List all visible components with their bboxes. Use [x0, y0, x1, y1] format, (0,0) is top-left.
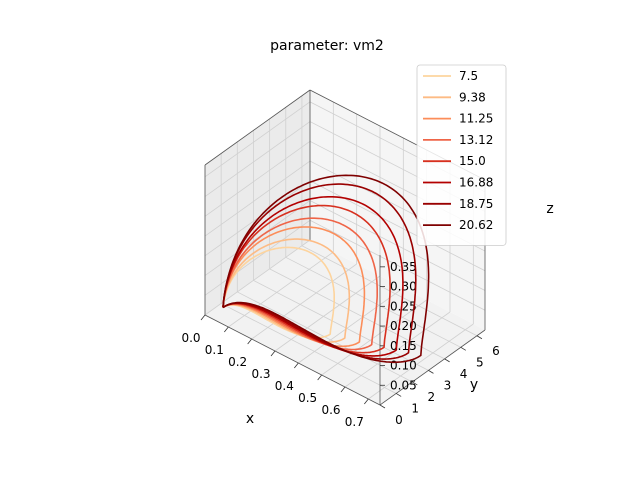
- x-tick-label: 0.7: [345, 415, 364, 429]
- legend-entry: 18.75: [459, 197, 493, 211]
- series-curves: [222, 174, 430, 364]
- grid-x-floor: [204, 239, 311, 316]
- y-tick-mark: [476, 335, 483, 340]
- y-tick-label: 6: [492, 344, 500, 358]
- x-tick-label: 0.0: [181, 331, 200, 345]
- y-tick-label: 3: [444, 378, 452, 392]
- legend-entry: 9.38: [459, 90, 486, 104]
- legend: 7.5 9.38 11.25 13.12 15.0 16.88 18.75 20.62: [416, 64, 507, 246]
- grid-z-left: [204, 140, 311, 217]
- series-line: [222, 217, 379, 351]
- y-axis-line: [379, 329, 486, 406]
- x-tick-mark: [294, 362, 299, 369]
- x-tick-mark: [340, 386, 346, 393]
- y-tick-label: 0: [395, 413, 403, 427]
- legend-entry: 16.88: [459, 176, 493, 190]
- x-tick-label: 0.3: [251, 367, 270, 381]
- series-line: [222, 238, 351, 343]
- grid-z-left: [204, 121, 311, 197]
- series-line: [222, 196, 404, 357]
- grid-x-floor: [368, 323, 474, 400]
- x-axis-label: x: [246, 411, 254, 427]
- y-tick-label: 5: [476, 355, 484, 369]
- grid-y-floor: [269, 268, 445, 360]
- grid-x-floor: [321, 299, 427, 376]
- grid-z-back: [309, 219, 486, 311]
- pane-back: [310, 90, 485, 330]
- x-tick-mark: [247, 338, 252, 345]
- y-tick-mark: [428, 370, 434, 374]
- series-line: [222, 174, 430, 364]
- x-tick-label: 0.6: [321, 403, 340, 417]
- grid-x-floor: [344, 311, 451, 388]
- series-line: [222, 226, 366, 348]
- series-line: [222, 204, 391, 354]
- x-tick-label: 0.1: [205, 343, 224, 357]
- grid-z-left: [204, 219, 311, 296]
- series-line: [222, 183, 417, 360]
- legend-entry: 7.5: [459, 69, 478, 83]
- grid-x-floor: [228, 251, 334, 328]
- x-tick-mark: [364, 398, 369, 405]
- x-tick-label: 0.2: [228, 355, 247, 369]
- grid-z-back: [309, 180, 486, 272]
- series-line: [222, 246, 336, 339]
- pane-edge-top-left: [204, 89, 311, 166]
- y-tick-label: 2: [427, 390, 435, 404]
- x-tick-label: 0.4: [275, 379, 294, 393]
- grid-x-floor: [274, 275, 381, 352]
- y-tick-mark: [379, 404, 386, 409]
- y-tick-label: 4: [460, 367, 468, 381]
- z-tick-label: 0.20: [390, 319, 417, 333]
- z-tick-label: 0.05: [390, 378, 417, 392]
- grid-x-floor: [251, 263, 357, 340]
- y-tick-label: 1: [411, 401, 419, 415]
- legend-entry: 20.62: [459, 218, 493, 232]
- z-tick-label: 0.35: [390, 260, 417, 274]
- x-axis-line: [204, 314, 381, 406]
- x-tick-mark: [317, 374, 322, 381]
- x-tick-mark: [224, 326, 229, 333]
- legend-box: [416, 64, 507, 246]
- grid-z-left: [204, 160, 311, 237]
- grid-y-floor: [285, 256, 461, 348]
- y-tick-mark: [395, 393, 402, 397]
- y-tick-mark: [444, 358, 450, 363]
- z-tick-label: 0.25: [390, 299, 417, 313]
- z-axis-label: z: [546, 201, 553, 217]
- y-tick-mark: [460, 346, 466, 351]
- grid-x-floor: [298, 287, 404, 364]
- legend-entry: 15.0: [459, 154, 486, 168]
- x-tick-label: 0.5: [298, 391, 317, 405]
- legend-entry: 11.25: [459, 112, 493, 126]
- x-tick-mark: [270, 350, 276, 357]
- z-tick-label: 0.10: [390, 359, 417, 373]
- grid-y-floor: [253, 280, 429, 371]
- y-axis-label: y: [470, 377, 478, 393]
- x-tick-mark: [200, 314, 206, 321]
- chart-title: parameter: vm2: [270, 38, 384, 54]
- grid-z-left: [204, 101, 311, 178]
- grid-y-floor: [220, 303, 397, 394]
- legend-entry: 13.12: [459, 133, 493, 147]
- y-tick-mark: [412, 381, 418, 386]
